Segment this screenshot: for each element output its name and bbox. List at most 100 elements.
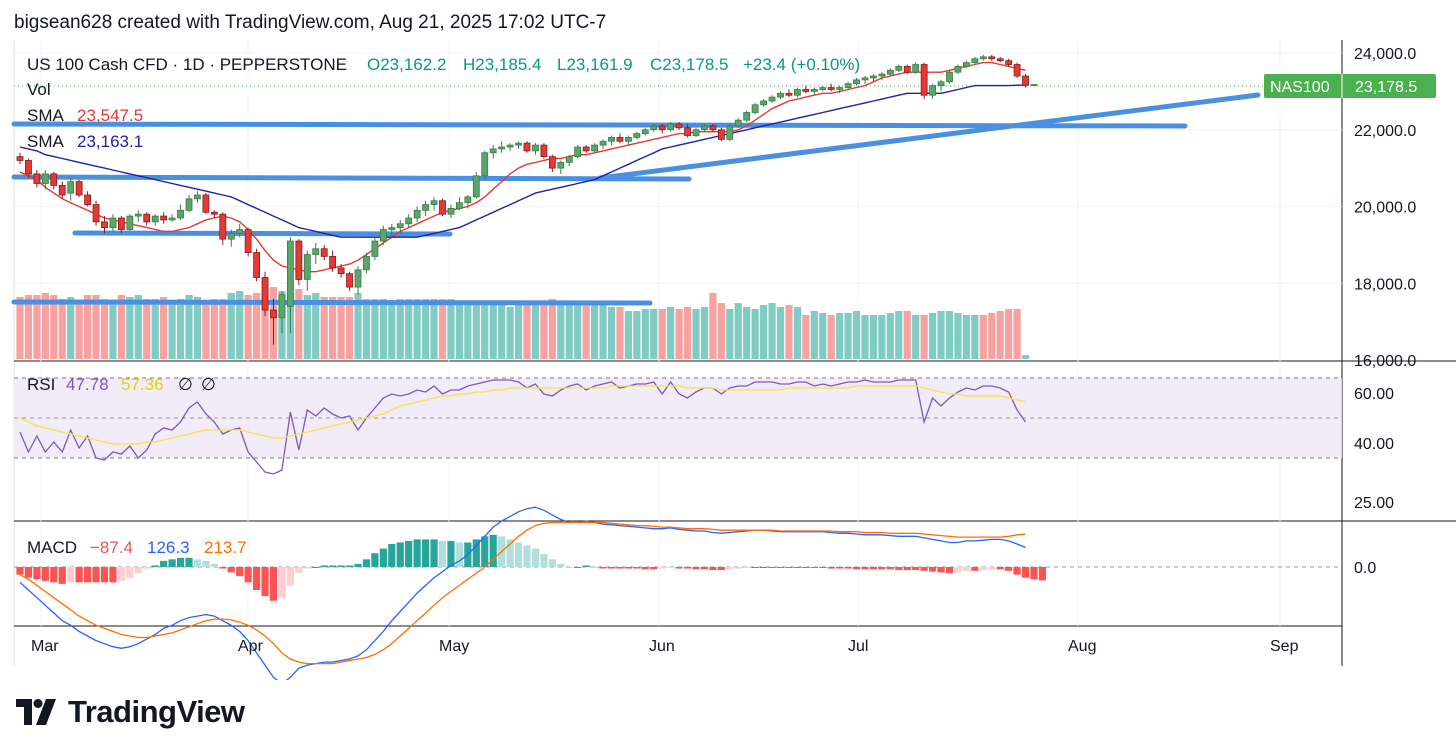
volume-bar bbox=[819, 313, 827, 359]
volume-bar bbox=[244, 295, 252, 359]
macd-hist-bar bbox=[996, 567, 1004, 570]
candle-body bbox=[920, 64, 928, 96]
candle-body bbox=[329, 255, 337, 269]
macd-hist-bar bbox=[1030, 567, 1038, 580]
macd-hist-bar bbox=[979, 567, 987, 571]
macd-hist-bar bbox=[540, 553, 548, 567]
volume-bar bbox=[878, 315, 886, 359]
volume-bar bbox=[667, 307, 675, 359]
volume-bar bbox=[776, 307, 785, 359]
volume-bar bbox=[253, 293, 261, 359]
volume-bar bbox=[109, 301, 117, 359]
macd-hist-bar bbox=[84, 567, 92, 583]
macd-hist-bar bbox=[261, 567, 269, 597]
macd-hist-bar bbox=[582, 565, 590, 567]
candle-body bbox=[295, 240, 303, 280]
volume-bar bbox=[683, 307, 692, 359]
legend-low: L23,161.9 bbox=[557, 55, 633, 74]
macd-hist-bar bbox=[692, 567, 700, 570]
candle-body bbox=[210, 211, 218, 215]
macd-hist-bar bbox=[734, 567, 742, 569]
volume-bar bbox=[210, 299, 218, 359]
volume-bar bbox=[591, 301, 599, 359]
legend-vol: Vol bbox=[27, 80, 51, 99]
volume-bar bbox=[151, 299, 159, 359]
candle-body bbox=[929, 85, 936, 96]
trend-line-3 bbox=[11, 299, 653, 306]
tradingview-logo[interactable]: TradingView bbox=[16, 694, 245, 730]
candle-body bbox=[608, 137, 615, 142]
macd-hist-bar bbox=[67, 567, 75, 583]
macd-hist-bar bbox=[210, 563, 218, 567]
candle-body bbox=[565, 156, 573, 163]
macd-hist-bar bbox=[650, 567, 658, 570]
volume-bar bbox=[624, 311, 632, 359]
volume-bar bbox=[371, 299, 379, 359]
macd-hist-bar bbox=[16, 567, 24, 575]
candle-body bbox=[751, 104, 759, 113]
volume-bar bbox=[126, 297, 134, 359]
candle-body bbox=[777, 92, 784, 98]
volume-bar bbox=[134, 295, 142, 359]
macd-hist-bar bbox=[1038, 567, 1047, 581]
macd-hist-bar bbox=[100, 567, 109, 583]
volume-bar bbox=[24, 295, 33, 359]
macd-hist-bar bbox=[616, 567, 624, 569]
candle-body bbox=[194, 194, 201, 200]
volume-bar bbox=[219, 299, 227, 359]
macd-hist-bar bbox=[388, 544, 396, 567]
candle-body bbox=[827, 87, 835, 90]
candle-body bbox=[447, 208, 455, 215]
candle-body bbox=[151, 215, 159, 223]
candle-body bbox=[177, 209, 184, 219]
candle-body bbox=[270, 309, 277, 319]
volume-bar bbox=[193, 297, 202, 359]
candle-body bbox=[963, 62, 970, 67]
candle-body bbox=[118, 217, 125, 230]
tradingview-logo-icon bbox=[16, 699, 56, 725]
volume-bar bbox=[979, 315, 987, 359]
rsi-lines bbox=[19, 379, 1027, 475]
volume-bar bbox=[700, 307, 709, 359]
trend-lines[interactable] bbox=[11, 92, 1261, 306]
candle-body bbox=[979, 56, 987, 60]
time-tick-label: Jun bbox=[649, 638, 675, 655]
macd-hist-bar bbox=[506, 539, 514, 567]
volume-bar bbox=[641, 309, 649, 359]
macd-hist-bar bbox=[236, 567, 244, 577]
macd-hist-bar bbox=[202, 560, 210, 567]
macd-hist-bar bbox=[413, 539, 421, 567]
rsi-legend-null2: ∅ bbox=[201, 375, 216, 394]
macd-hist-bar bbox=[362, 559, 371, 567]
candles[interactable] bbox=[16, 54, 1038, 345]
candle-body bbox=[810, 89, 818, 92]
macd-legend-macd: 126.3 bbox=[147, 538, 190, 557]
candle-body bbox=[101, 221, 108, 229]
macd-hist-bar bbox=[726, 567, 734, 570]
volume-bar bbox=[388, 301, 396, 359]
candle-body bbox=[92, 204, 100, 223]
volume-bar bbox=[945, 311, 954, 359]
candle-body bbox=[464, 196, 472, 204]
chart-svg[interactable]: 24,000.0 22,000.0 20,000.0 18,000.0 16,000.0… bbox=[0, 0, 1456, 685]
volume-bar bbox=[616, 307, 624, 359]
candle-body bbox=[633, 133, 641, 138]
macd-hist-bar bbox=[185, 557, 193, 567]
candle-body bbox=[489, 148, 497, 154]
volume-bar bbox=[362, 299, 371, 359]
volume-bar bbox=[41, 293, 49, 359]
volume-bar bbox=[176, 299, 185, 359]
volume-bar bbox=[996, 311, 1004, 359]
macd-hist-bar bbox=[531, 548, 540, 567]
time-tick-label: Aug bbox=[1068, 638, 1096, 655]
candle-body bbox=[498, 146, 506, 150]
macd-hist-bar bbox=[438, 540, 447, 567]
macd-hist-bar bbox=[878, 567, 886, 570]
macd-hist-bar bbox=[607, 567, 616, 569]
macd-hist-bar bbox=[151, 565, 159, 567]
candle-body bbox=[861, 77, 869, 81]
macd-hist-bar bbox=[886, 567, 894, 570]
volume-bar bbox=[413, 299, 421, 359]
candle-body bbox=[515, 142, 522, 146]
